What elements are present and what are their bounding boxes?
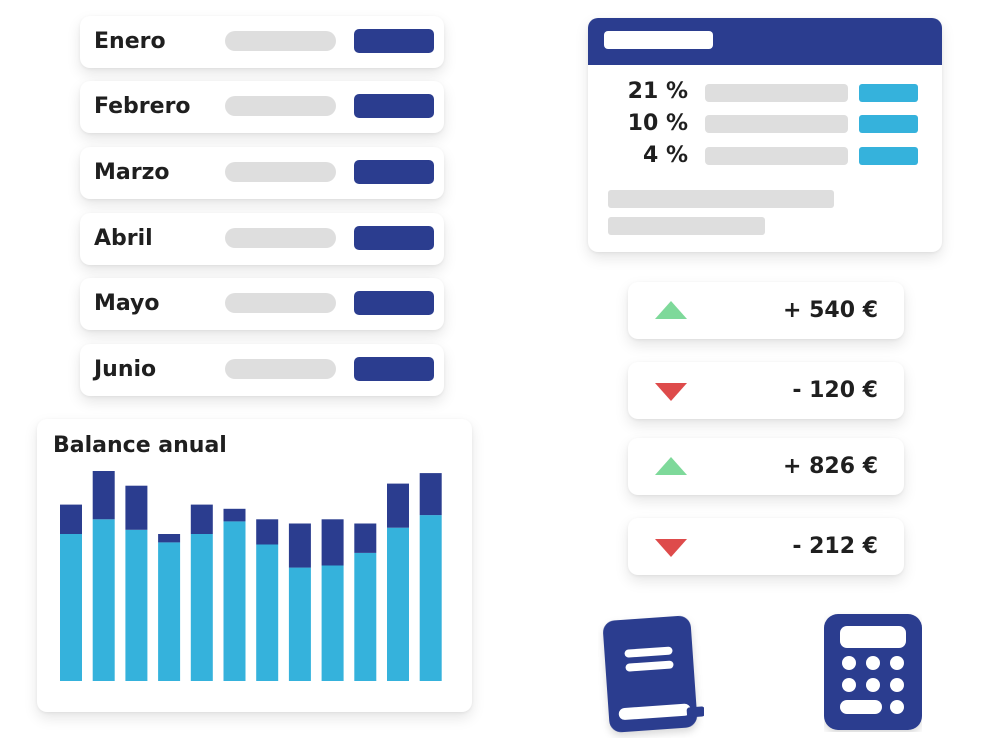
bar-segment-top-3 (125, 485, 148, 530)
month-row-mayo[interactable]: Mayo (80, 278, 444, 330)
month-action-button[interactable] (354, 357, 434, 381)
month-row-marzo[interactable]: Marzo (80, 147, 444, 199)
bar-chart (60, 471, 442, 681)
placeholder-bar (225, 162, 336, 182)
percentage-indicator (859, 84, 918, 102)
percentage-label: 21 % (627, 79, 688, 104)
arrow-up-icon (655, 457, 687, 475)
bar-segment-top-7 (256, 519, 279, 545)
bar-segment-top-5 (190, 504, 213, 534)
delta-card: + 540 € (628, 282, 904, 339)
bar-segment-top-12 (419, 473, 442, 516)
month-action-button[interactable] (354, 291, 434, 315)
placeholder-bar (705, 115, 848, 133)
delta-value: + 540 € (783, 298, 878, 323)
bar-segment-top-6 (223, 508, 246, 522)
placeholder-bar (225, 228, 336, 248)
bar-segment-base-12 (419, 515, 442, 681)
month-row-enero[interactable]: Enero (80, 16, 444, 68)
bar-segment-base-4 (158, 542, 181, 681)
bar-segment-top-10 (354, 523, 377, 553)
header-placeholder (604, 31, 713, 49)
month-label: Abril (94, 226, 153, 251)
bar-segment-top-9 (321, 519, 344, 566)
calculator-icon (824, 612, 922, 736)
bar-segment-base-10 (354, 552, 377, 681)
placeholder-bar (225, 293, 336, 313)
percentage-label: 4 % (642, 143, 688, 168)
bar-segment-base-7 (256, 544, 279, 681)
month-label: Enero (94, 29, 166, 54)
bar-segment-top-2 (92, 471, 115, 520)
delta-card: - 120 € (628, 362, 904, 419)
month-label: Febrero (94, 94, 191, 119)
month-action-button[interactable] (354, 94, 434, 118)
bar-segment-top-1 (60, 504, 82, 534)
bar-segment-base-2 (92, 519, 115, 681)
summary-header (588, 18, 942, 65)
chart-card: Balance anual (37, 419, 472, 712)
month-label: Junio (94, 357, 157, 382)
delta-card: + 826 € (628, 438, 904, 495)
delta-value: - 212 € (792, 534, 878, 559)
bar-segment-top-11 (387, 483, 409, 528)
percentage-indicator (859, 115, 918, 133)
placeholder-bar (225, 359, 336, 379)
month-row-junio[interactable]: Junio (80, 344, 444, 396)
book-icon (598, 608, 705, 742)
month-row-febrero[interactable]: Febrero (80, 81, 444, 133)
month-label: Marzo (94, 160, 170, 185)
bar-segment-base-8 (288, 567, 311, 681)
chart-title: Balance anual (53, 433, 227, 458)
percentage-label: 10 % (627, 111, 688, 136)
bar-segment-base-5 (190, 534, 213, 681)
summary-card: 21 % 10 % 4 % (588, 18, 942, 252)
placeholder-bar (225, 31, 336, 51)
month-action-button[interactable] (354, 29, 434, 53)
month-action-button[interactable] (354, 226, 434, 250)
month-row-abril[interactable]: Abril (80, 213, 444, 265)
percentage-indicator (859, 147, 918, 165)
placeholder-bar (225, 96, 336, 116)
bar-segment-base-6 (223, 521, 246, 681)
month-action-button[interactable] (354, 160, 434, 184)
arrow-down-icon (655, 383, 687, 401)
placeholder-bar (705, 147, 848, 165)
bar-segment-base-1 (60, 534, 82, 681)
month-label: Mayo (94, 291, 160, 316)
delta-card: - 212 € (628, 518, 904, 575)
placeholder-text-line (608, 217, 765, 235)
bar-segment-top-8 (288, 523, 311, 568)
bar-segment-base-9 (321, 565, 344, 681)
delta-value: - 120 € (792, 378, 878, 403)
arrow-up-icon (655, 301, 687, 319)
arrow-down-icon (655, 539, 687, 557)
placeholder-bar (705, 84, 848, 102)
bar-segment-base-3 (125, 529, 148, 681)
bar-segment-top-4 (158, 534, 181, 543)
bar-segment-base-11 (387, 527, 409, 681)
placeholder-text-line (608, 190, 834, 208)
delta-value: + 826 € (783, 454, 878, 479)
